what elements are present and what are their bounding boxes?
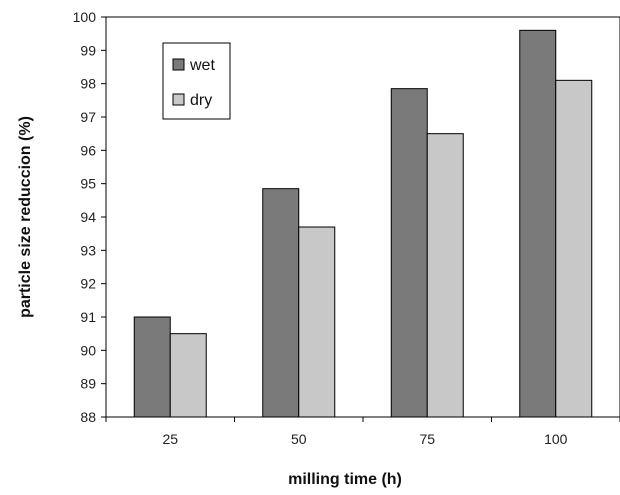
bar-wet-25 [133,316,171,418]
y-axis-title: particle size reduccion (%) [17,116,34,318]
bar-wet-100 [519,29,557,418]
x-tick-label: 25 [162,431,178,447]
y-tick-label: 93 [80,242,96,258]
y-tick-label: 96 [80,142,96,158]
y-tick-label: 91 [80,309,96,325]
x-axis-title: milling time (h) [288,471,402,488]
bar-dry-25 [169,333,207,418]
y-tick-label: 90 [80,342,96,358]
y-tick-label: 94 [80,209,96,225]
y-axis-ticks: 88 89 90 91 92 93 94 95 96 97 98 99 100 [73,9,106,425]
y-tick-label: 89 [80,376,96,392]
y-tick-label: 92 [80,276,96,292]
y-tick-label: 95 [80,176,96,192]
y-tick-label: 97 [80,109,96,125]
bar-wet-75 [390,88,428,418]
legend-box [162,42,231,120]
bar-dry-50 [298,226,336,418]
bar-wet-50 [262,188,300,418]
x-tick-label: 75 [419,431,435,447]
x-tick-label: 100 [544,431,568,447]
x-tick-label: 50 [291,431,307,447]
legend-swatch-wet [172,58,185,71]
x-axis-ticks: 25 50 75 100 [105,417,620,447]
y-tick-label: 88 [80,409,96,425]
legend-label-wet: wet [189,57,215,74]
legend-swatch-dry [172,93,185,106]
bars [133,29,593,418]
legend: wet dry [162,42,231,120]
y-tick-label: 100 [73,9,97,25]
y-tick-label: 98 [80,76,96,92]
bar-dry-75 [426,133,464,418]
y-tick-label: 99 [80,42,96,58]
bar-dry-100 [555,79,593,418]
legend-label-dry: dry [190,92,212,109]
